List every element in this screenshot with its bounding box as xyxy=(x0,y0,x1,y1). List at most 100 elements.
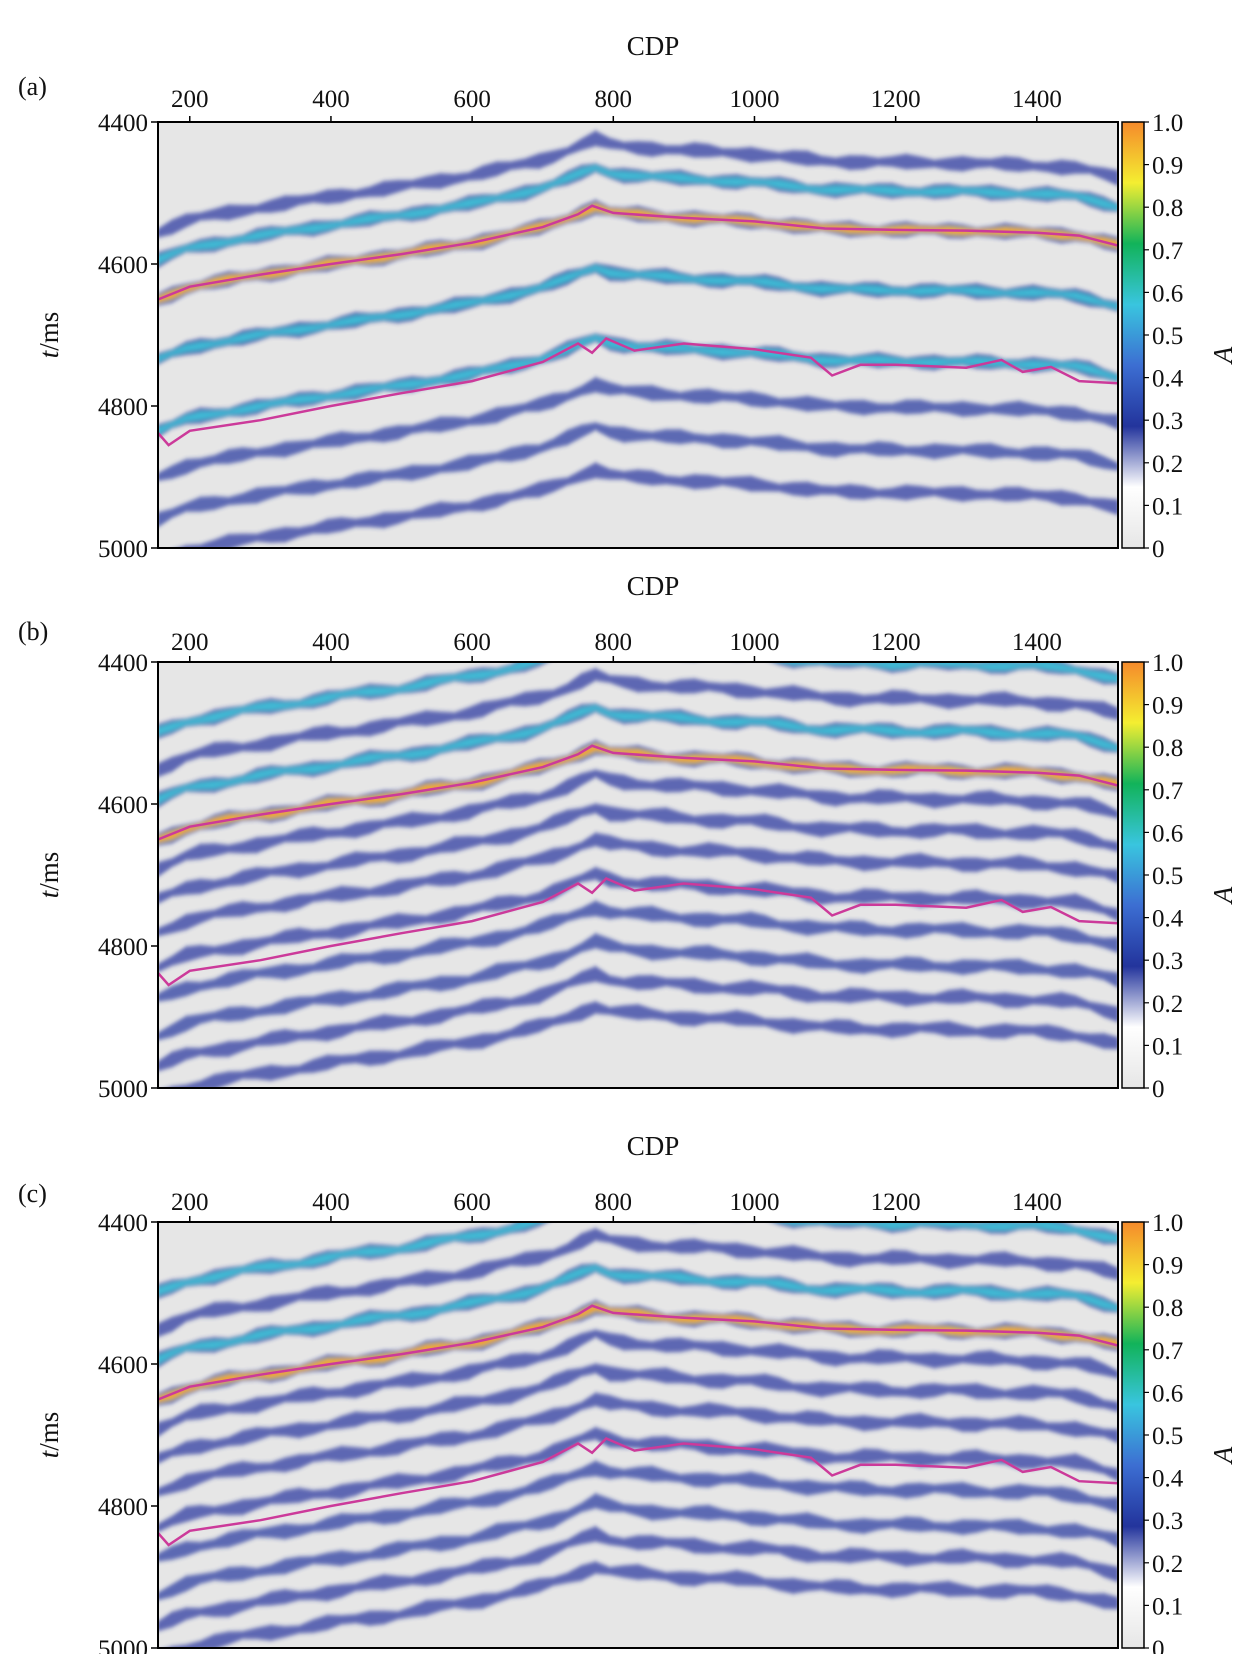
x-axis-title: CDP xyxy=(627,1131,680,1161)
colorbar xyxy=(1121,1221,1145,1649)
horizon-line-1 xyxy=(158,744,1118,841)
x-tick-label: 200 xyxy=(171,86,209,113)
colorbar-tick-label: 0.1 xyxy=(1152,493,1183,520)
colorbar-tick-label: 0.6 xyxy=(1152,280,1183,307)
colorbar-tick-label: 0.4 xyxy=(1152,366,1184,393)
horizon-line-1 xyxy=(158,204,1118,301)
y-tick-label: 4800 xyxy=(98,1494,148,1521)
reflection-band-core xyxy=(158,335,1118,435)
colorbar-tick-label: 0.7 xyxy=(1152,778,1183,805)
colorbar-tick-label: 0.2 xyxy=(1152,1551,1183,1578)
x-tick-label: 1200 xyxy=(871,1189,921,1216)
horizon-lines xyxy=(158,204,1118,447)
reflection-band xyxy=(158,1460,1118,1562)
reflection-band-core xyxy=(158,705,1118,804)
colorbar-tick-label: 0.8 xyxy=(1152,195,1183,222)
colorbar-title: A xyxy=(1208,886,1238,905)
colorbar-tick-label: 0.5 xyxy=(1152,1423,1183,1450)
y-tick-label: 5000 xyxy=(98,536,148,563)
x-axis-title: CDP xyxy=(627,571,680,601)
reflection-band xyxy=(158,966,1118,1072)
x-tick-label: 1400 xyxy=(1012,86,1062,113)
x-tick-label: 200 xyxy=(171,629,209,656)
x-tick-label: 400 xyxy=(312,1189,350,1216)
reflection-band xyxy=(158,130,1118,238)
colorbar-tick-label: 0.6 xyxy=(1152,1380,1183,1407)
colorbar-tick-label: 0.1 xyxy=(1152,1593,1183,1620)
reflection-band xyxy=(166,1561,1118,1648)
colorbar-tick-label: 0 xyxy=(1152,536,1165,563)
x-tick-label: 1200 xyxy=(871,86,921,113)
colorbar-tick-label: 0.4 xyxy=(1152,1466,1184,1493)
colorbar-tick-label: 0.9 xyxy=(1152,693,1183,720)
colorbar-tick-label: 0 xyxy=(1152,1636,1165,1654)
reflection-band xyxy=(158,803,1118,904)
colorbar-tick-label: 1.0 xyxy=(1152,1210,1183,1237)
y-tick-label: 4600 xyxy=(98,1352,148,1379)
colorbar-tick-label: 1.0 xyxy=(1152,110,1183,137)
reflection-band xyxy=(158,422,1118,528)
y-tick-label: 4800 xyxy=(98,934,148,961)
y-tick-label: 4400 xyxy=(98,110,148,137)
reflection-band-core xyxy=(158,1265,1118,1364)
reflection-band xyxy=(158,1329,1118,1437)
y-tick-label: 4600 xyxy=(98,792,148,819)
reflection-band xyxy=(158,1363,1118,1464)
reflection-band xyxy=(158,1526,1118,1632)
y-tick-label: 4600 xyxy=(98,252,148,279)
panel-1: CDP (a) 200 400 600 800 1000 1200 1400 4400 4600 48… xyxy=(18,31,1238,563)
colorbar-tick-label: 0.2 xyxy=(1152,451,1183,478)
reflection-band-core xyxy=(158,265,1118,362)
reflection-band xyxy=(177,462,1118,548)
panel-2: CDP (b) 200 400 600 800 1000 1200 1400 4400 4600 48… xyxy=(18,571,1238,1103)
plot-frame xyxy=(157,121,1119,549)
colorbar-tick-label: 0.3 xyxy=(1152,408,1183,435)
reflection-band xyxy=(158,1427,1118,1533)
reflection-bands xyxy=(158,662,1118,1088)
colorbar-tick-label: 0.8 xyxy=(1152,1295,1183,1322)
x-tick-label: 600 xyxy=(453,1189,491,1216)
x-tick-label: 1000 xyxy=(729,629,779,656)
colorbar-tick-label: 1.0 xyxy=(1152,650,1183,677)
x-tick-label: 1000 xyxy=(729,86,779,113)
reflection-band xyxy=(158,867,1118,973)
reflection-band xyxy=(158,769,1118,877)
x-tick-label: 600 xyxy=(453,86,491,113)
reflection-bands xyxy=(158,1222,1118,1648)
colorbar-title: A xyxy=(1208,346,1238,365)
horizon-line-2 xyxy=(158,1437,1118,1547)
colorbar-title: A xyxy=(1208,1446,1238,1465)
x-tick-label: 600 xyxy=(453,629,491,656)
plot-frame xyxy=(157,661,1119,1089)
reflection-band xyxy=(158,832,1118,937)
x-tick-label: 800 xyxy=(595,86,633,113)
colorbar-tick-label: 0.5 xyxy=(1152,323,1183,350)
x-tick-label: 400 xyxy=(312,629,350,656)
colorbar-tick-label: 0.4 xyxy=(1152,906,1184,933)
panel-label: (b) xyxy=(18,617,48,646)
colorbar-tick-label: 0.2 xyxy=(1152,991,1183,1018)
y-tick-label: 4400 xyxy=(98,650,148,677)
colorbar-tick-label: 0.8 xyxy=(1152,735,1183,762)
x-tick-label: 800 xyxy=(595,629,633,656)
colorbar-tick-label: 0.7 xyxy=(1152,238,1183,265)
reflection-band xyxy=(158,900,1118,1002)
x-tick-label: 1400 xyxy=(1012,629,1062,656)
reflection-bands xyxy=(158,130,1118,548)
colorbar xyxy=(1121,121,1145,549)
reflection-band xyxy=(166,1001,1118,1088)
horizon-lines xyxy=(158,1304,1118,1547)
colorbar-tick-label: 0.6 xyxy=(1152,820,1183,847)
horizon-lines xyxy=(158,744,1118,987)
plot-frame xyxy=(157,1221,1119,1649)
reflection-band xyxy=(158,1392,1118,1497)
colorbar xyxy=(1121,661,1145,1089)
x-tick-label: 800 xyxy=(595,1189,633,1216)
reflection-band xyxy=(158,668,1118,777)
x-tick-label: 1000 xyxy=(729,1189,779,1216)
x-axis-title: CDP xyxy=(627,31,680,61)
y-tick-label: 5000 xyxy=(98,1076,148,1103)
y-tick-label: 5000 xyxy=(98,1636,148,1654)
reflection-band xyxy=(158,1493,1118,1601)
